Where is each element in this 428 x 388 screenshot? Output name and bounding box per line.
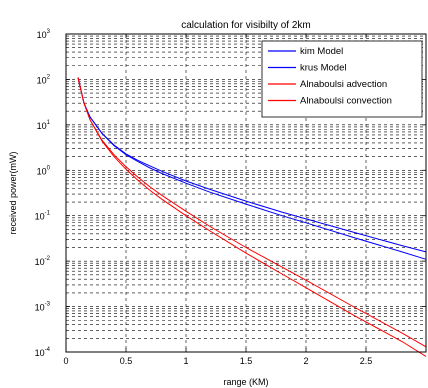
- grid: [66, 34, 426, 352]
- series-line-2: [77, 77, 427, 260]
- x-tick-label: 2: [303, 356, 308, 366]
- legend-label-3: Alnaboulsi advection: [300, 79, 387, 90]
- y-tick-label: 10-4: [35, 347, 51, 358]
- legend-box: [261, 40, 423, 118]
- x-axis-label: range (KM): [223, 377, 268, 387]
- legend-label-2: krus Model: [300, 63, 346, 74]
- chart-title: calculation for visibilty of 2km: [181, 20, 311, 31]
- y-tick-label: 100: [37, 165, 51, 176]
- y-tick-label: 10-3: [35, 302, 51, 313]
- series-line-4: [77, 77, 427, 357]
- legend-label-1: kim Model: [300, 46, 343, 57]
- ticks: 0 0.5 1 1.5 2 2.5 10-4 10-3 10-2 10-1 100 101 102 103: [35, 29, 426, 366]
- x-tick-label: 0.5: [120, 356, 133, 366]
- x-tick-label: 1: [183, 356, 188, 366]
- y-tick-label: 102: [37, 74, 51, 85]
- y-axis-label: received power(mW): [8, 151, 18, 234]
- legend-label-4: Alnaboulsi convection: [300, 96, 392, 107]
- y-tick-label: 101: [37, 120, 51, 131]
- y-tick-label: 10-2: [35, 256, 51, 267]
- y-tick-label: 10-1: [35, 211, 51, 222]
- legend: kim Model krus Model Alnaboulsi advection A…: [261, 40, 423, 118]
- x-tick-label: 1.5: [240, 356, 253, 366]
- x-tick-label: 2.5: [360, 356, 373, 366]
- series-layer: [77, 77, 427, 357]
- y-tick-label: 103: [37, 29, 51, 40]
- x-tick-label: 0: [63, 356, 68, 366]
